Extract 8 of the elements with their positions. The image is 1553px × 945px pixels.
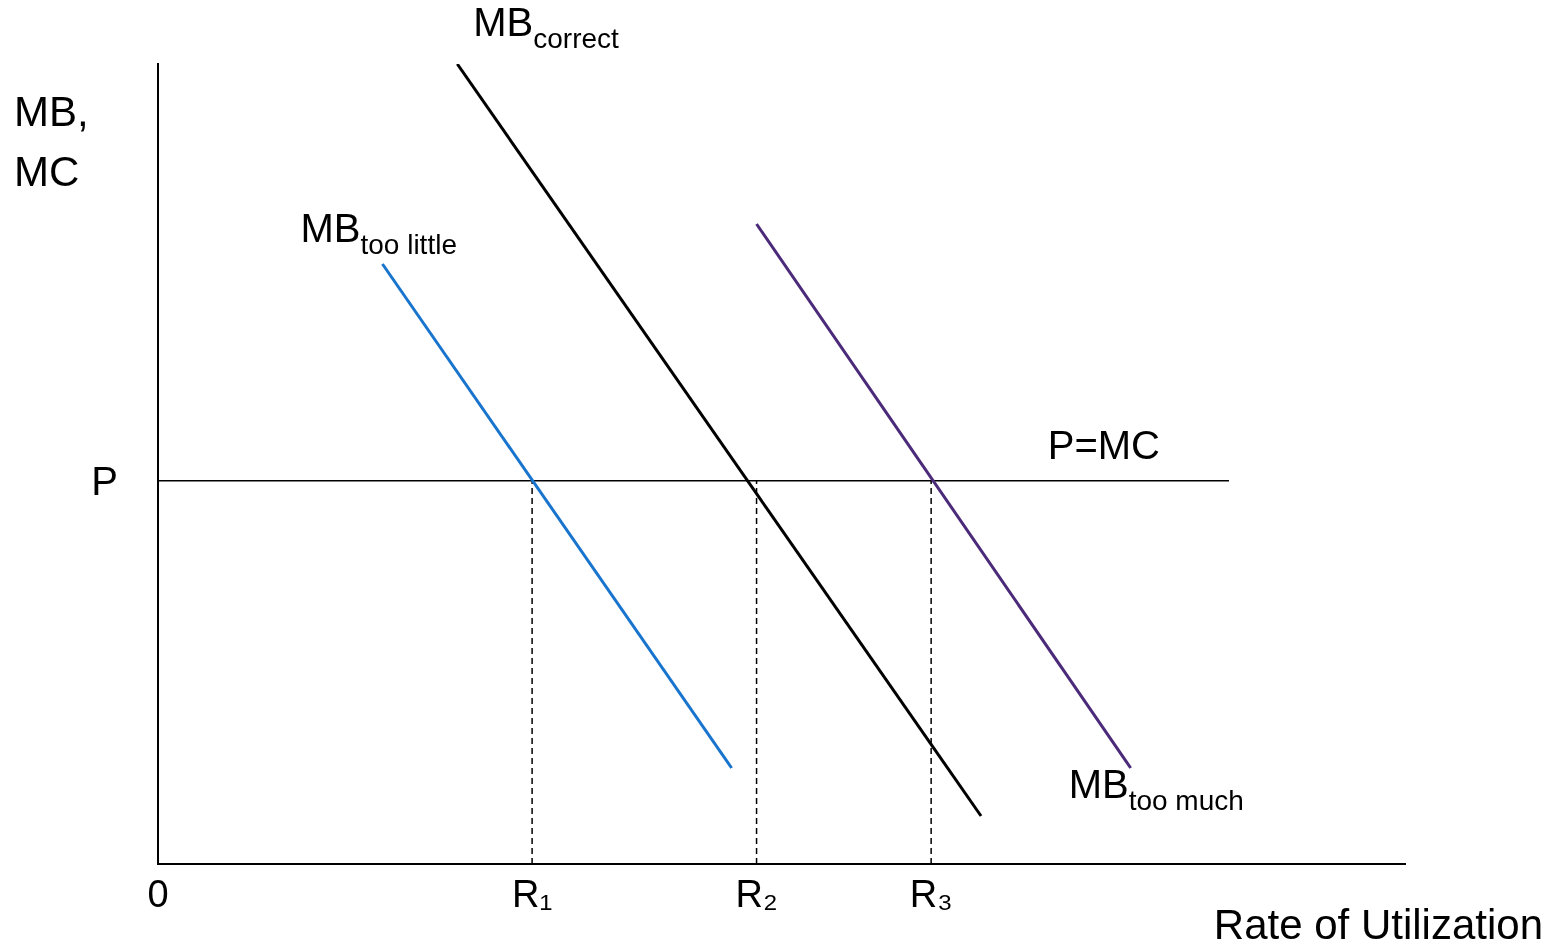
y-axis-title: MB, MC <box>14 88 89 195</box>
x-tick-label: 0 <box>147 873 169 916</box>
x-tick-label: R₂ <box>735 873 778 916</box>
text: P <box>91 458 119 503</box>
x-axis-title: Rate of Utilization <box>1213 901 1544 945</box>
ref-line-label: P=MC <box>1047 422 1160 467</box>
x-tick-label: R₃ <box>909 873 953 916</box>
x-tick-label: R₁ <box>511 873 553 916</box>
